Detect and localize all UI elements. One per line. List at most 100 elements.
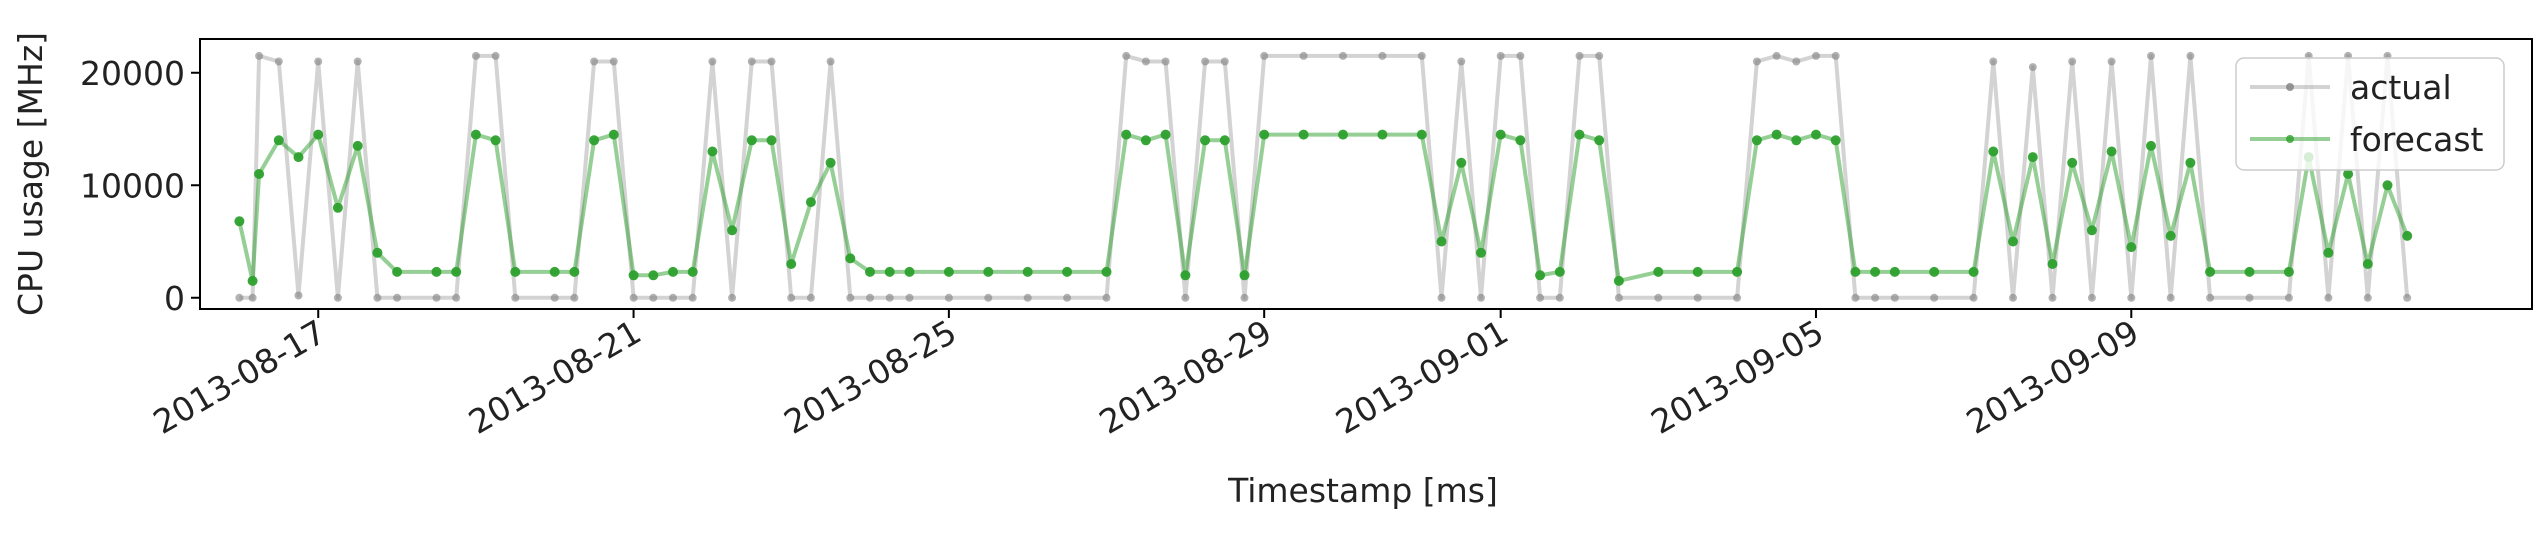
- data-point-actual-12: [471, 51, 480, 60]
- data-point-actual-21: [669, 293, 677, 302]
- data-point-actual-71: [1890, 293, 1899, 302]
- data-point-actual-36: [1023, 293, 1032, 302]
- data-point-actual-73: [1969, 293, 1978, 302]
- data-point-forecast-93: [2402, 230, 2413, 241]
- data-point-forecast-20: [648, 270, 659, 281]
- data-point-actual-18: [609, 57, 618, 66]
- data-point-actual-6: [333, 293, 342, 302]
- data-point-forecast-78: [2067, 157, 2078, 168]
- data-point-actual-27: [787, 293, 796, 302]
- data-point-forecast-17: [589, 135, 600, 146]
- data-point-forecast-34: [943, 266, 954, 277]
- data-point-forecast-41: [1160, 129, 1171, 140]
- data-point-forecast-15: [549, 266, 560, 277]
- data-point-actual-42: [1181, 293, 1190, 302]
- data-point-forecast-22: [687, 266, 698, 277]
- series-layer: [234, 51, 2413, 302]
- data-point-forecast-0: [234, 216, 245, 227]
- data-point-forecast-84: [2185, 157, 2196, 168]
- data-point-forecast-74: [1988, 146, 1999, 157]
- data-point-forecast-13: [490, 135, 501, 146]
- data-point-actual-62: [1693, 293, 1702, 302]
- data-point-actual-76: [2028, 63, 2037, 72]
- data-point-forecast-62: [1692, 266, 1703, 277]
- data-point-forecast-33: [904, 266, 915, 277]
- data-point-actual-47: [1299, 51, 1308, 60]
- data-point-forecast-48: [1338, 129, 1348, 140]
- legend: actual forecast: [2235, 57, 2505, 171]
- data-point-forecast-73: [1968, 266, 1979, 277]
- data-point-forecast-14: [510, 266, 521, 277]
- data-point-actual-69: [1851, 293, 1860, 302]
- x-tick-label-2: 2013-08-25: [777, 312, 963, 442]
- data-point-actual-10: [432, 293, 441, 302]
- data-point-forecast-91: [2362, 259, 2373, 269]
- y-axis-label: CPU usage [MHz]: [11, 32, 50, 316]
- data-point-actual-13: [491, 51, 500, 60]
- data-point-actual-70: [1871, 293, 1880, 302]
- data-point-forecast-23: [707, 146, 718, 157]
- x-tick-label-4: 2013-09-01: [1329, 312, 1515, 442]
- data-point-actual-51: [1437, 293, 1446, 302]
- data-point-forecast-31: [865, 266, 875, 277]
- data-point-actual-78: [2068, 57, 2077, 66]
- data-point-forecast-61: [1653, 266, 1664, 277]
- data-point-actual-59: [1595, 51, 1604, 60]
- data-point-actual-75: [2009, 293, 2017, 302]
- data-point-actual-61: [1654, 293, 1663, 302]
- data-point-forecast-9: [392, 266, 403, 277]
- series-line-forecast: [237, 132, 2410, 283]
- data-point-forecast-18: [608, 129, 619, 140]
- data-point-actual-72: [1930, 293, 1939, 302]
- data-point-forecast-8: [372, 247, 383, 258]
- legend-label-actual: actual: [2350, 68, 2452, 107]
- data-point-actual-35: [984, 293, 993, 302]
- data-point-forecast-50: [1416, 129, 1427, 140]
- data-point-forecast-54: [1495, 129, 1506, 140]
- data-point-forecast-55: [1515, 135, 1526, 146]
- data-point-actual-58: [1575, 51, 1584, 60]
- data-point-actual-32: [885, 293, 894, 302]
- data-point-forecast-68: [1830, 135, 1841, 146]
- data-point-actual-77: [2048, 293, 2057, 302]
- data-point-actual-82: [2147, 51, 2155, 60]
- data-point-actual-65: [1772, 51, 1781, 60]
- data-point-forecast-83: [2165, 230, 2176, 241]
- data-point-forecast-87: [2283, 266, 2294, 277]
- data-point-actual-41: [1161, 57, 1170, 66]
- data-point-actual-86: [2245, 293, 2254, 302]
- data-point-actual-28: [806, 293, 815, 302]
- data-point-forecast-44: [1219, 135, 1230, 146]
- data-point-actual-2: [255, 51, 264, 60]
- data-point-actual-4: [294, 291, 303, 300]
- data-point-actual-50: [1417, 51, 1426, 60]
- data-point-actual-84: [2186, 51, 2195, 60]
- data-point-forecast-66: [1791, 135, 1802, 146]
- data-point-actual-9: [393, 293, 402, 302]
- data-point-forecast-27: [786, 259, 797, 269]
- data-point-actual-16: [570, 293, 579, 302]
- data-point-actual-66: [1792, 57, 1801, 66]
- data-point-forecast-10: [431, 266, 442, 277]
- data-point-forecast-60: [1613, 275, 1624, 286]
- data-point-forecast-26: [766, 135, 777, 146]
- data-point-actual-20: [649, 293, 658, 302]
- data-point-forecast-80: [2106, 146, 2117, 157]
- data-point-actual-40: [1141, 57, 1150, 66]
- legend-entries: actual forecast: [2250, 68, 2484, 159]
- data-point-forecast-21: [668, 266, 678, 277]
- data-point-actual-57: [1555, 293, 1564, 302]
- data-point-actual-81: [2127, 293, 2136, 302]
- data-point-actual-24: [728, 293, 737, 302]
- data-point-forecast-53: [1476, 247, 1486, 258]
- data-point-actual-17: [590, 57, 599, 66]
- data-point-forecast-58: [1574, 129, 1585, 140]
- data-point-forecast-45: [1239, 270, 1250, 281]
- data-point-actual-43: [1201, 57, 1210, 66]
- data-point-actual-31: [866, 293, 874, 302]
- data-point-actual-89: [2324, 293, 2333, 302]
- data-point-actual-49: [1378, 51, 1387, 60]
- data-point-forecast-51: [1436, 236, 1447, 247]
- legend-box: [2235, 57, 2505, 171]
